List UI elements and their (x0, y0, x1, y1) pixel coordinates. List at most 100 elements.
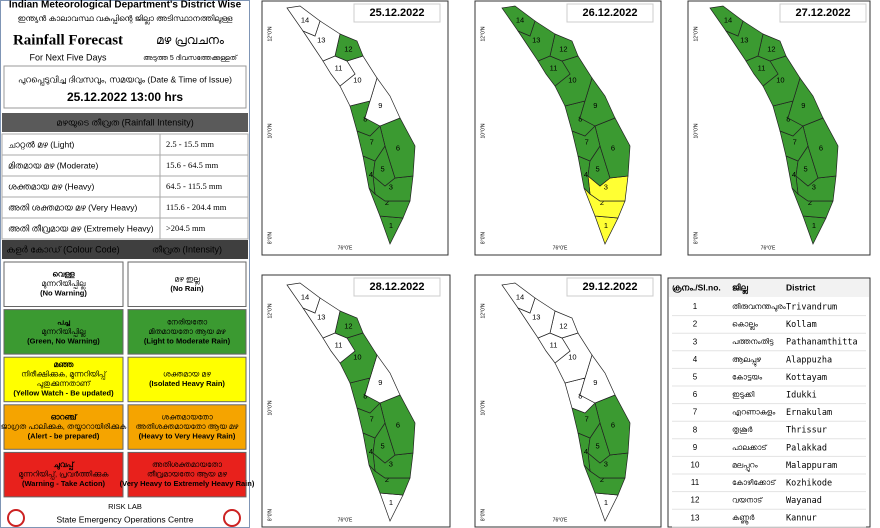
table-cell: 1 (693, 302, 698, 311)
colour-text: (Warning - Take Action) (22, 479, 106, 488)
colour-text: (Yellow Watch - Be updated) (13, 389, 114, 398)
lat-label: 8°0'N (267, 509, 273, 522)
lat-label: 8°0'N (693, 232, 699, 245)
table-cell: പാലക്കാട് (732, 443, 768, 452)
colour-cell (127, 356, 247, 403)
district-number: 2 (385, 198, 389, 207)
header-line: Indian Meteorological Department's Distr… (9, 0, 242, 11)
colour-text: ചുവപ്പ് (53, 460, 74, 470)
colour-text: ശക്തമായതോ (161, 413, 213, 422)
table-cell: 3 (693, 337, 698, 346)
intensity-name: അതി ശക്തമായ മഴ (Very Heavy) (8, 202, 137, 212)
district-number: 12 (344, 45, 352, 54)
district-number: 4 (369, 170, 373, 179)
intensity-name: അതി തീവ്രമായ മഴ (Extremely Heavy) (8, 223, 154, 233)
colour-text: അതിശക്തമായതോ (152, 460, 223, 469)
table-cell: ഇടുക്കി (732, 390, 755, 399)
district-number: 11 (550, 64, 558, 73)
lon-label: 76°0'E (553, 517, 568, 523)
lat-label: 8°0'N (480, 509, 486, 522)
district-number: 4 (584, 170, 588, 179)
table-cell: 11 (691, 478, 700, 487)
district-number: 3 (604, 182, 608, 191)
district-number: 5 (804, 164, 808, 173)
district-number: 10 (568, 75, 576, 84)
district-number: 14 (516, 292, 524, 301)
lat-label: 12°0'N (480, 26, 486, 41)
map-panel (474, 274, 662, 528)
colour-heading-bar (2, 240, 248, 259)
intensity-range: 15.6 - 64.5 mm (166, 160, 219, 170)
lat-label: 10°0'N (693, 123, 699, 138)
table-cell: 2 (693, 320, 698, 329)
colour-cell (127, 451, 247, 498)
district-number: 1 (604, 498, 608, 507)
district-number: 14 (516, 15, 524, 24)
colour-text: പച്ച (57, 317, 70, 327)
date-box (779, 3, 867, 23)
table-cell: 12 (691, 496, 700, 505)
table-cell: Trivandrum (786, 303, 837, 313)
date-box (566, 277, 654, 297)
district-number: 10 (776, 75, 784, 84)
colour-cell (127, 404, 247, 450)
district-number: 7 (370, 138, 374, 147)
district-number: 8 (578, 392, 582, 401)
lat-label: 10°0'N (267, 123, 273, 138)
lon-label: 76°0'E (761, 245, 776, 251)
district-number: 3 (389, 182, 393, 191)
map-date: 27.12.2022 (795, 7, 850, 19)
district-number: 13 (317, 313, 325, 322)
table-cell: 6 (693, 390, 698, 399)
map-date: 28.12.2022 (369, 281, 424, 293)
district-number: 6 (396, 420, 400, 429)
table-cell: കൊല്ലം (732, 320, 759, 330)
table-cell: വയനാട് (732, 496, 763, 505)
district-number: 12 (559, 322, 567, 331)
table-cell: 10 (691, 461, 700, 470)
table-cell: തിരുവനന്തപുരം (732, 302, 787, 311)
table-cell: 8 (693, 425, 698, 434)
lat-label: 12°0'N (480, 303, 486, 318)
table-frame (667, 277, 871, 528)
lat-label: 12°0'N (267, 303, 273, 318)
map-panel (261, 0, 449, 256)
colour-text: മുന്നറിയിപ്പ്, പ്രവർത്തിക്കുക (18, 470, 109, 479)
district-number: 5 (596, 164, 600, 173)
colour-text: നിരീക്ഷിക്കുക, മുന്നറിയിപ്പ് (21, 370, 107, 379)
colour-text: (Isolated Heavy Rain) (149, 379, 225, 388)
table-header-cell: ജില്ല (732, 281, 749, 294)
colour-text: മിതമായതോ ആയ മഴ (148, 327, 226, 336)
table-cell: കോട്ടയം (732, 372, 763, 381)
colour-cell (3, 356, 124, 403)
map-date: 26.12.2022 (582, 7, 637, 19)
intensity-heading-bar (2, 113, 248, 132)
intensity-range: >204.5 mm (166, 223, 206, 233)
table-cell: പത്തനംതിട്ട (732, 337, 774, 346)
intensity-range: 2.5 - 15.5 mm (166, 139, 214, 149)
district-number: 13 (532, 313, 540, 322)
colour-cell (127, 261, 247, 307)
district-number: 9 (378, 378, 382, 387)
emblem (7, 509, 25, 527)
district-number: 11 (758, 64, 766, 73)
district-number: 14 (724, 15, 732, 24)
district-number: 7 (585, 138, 589, 147)
district-number: 7 (585, 415, 589, 424)
district (709, 5, 744, 37)
district-number: 13 (740, 36, 748, 45)
district-number: 11 (335, 64, 343, 73)
issue-box (3, 65, 247, 109)
district-number: 4 (369, 447, 373, 456)
colour-text: (No Rain) (170, 284, 204, 293)
table-cell: കോഴിക്കോട് (732, 478, 777, 487)
lat-label: 10°0'N (480, 400, 486, 415)
colour-text: മഴ ഇല്ല (174, 274, 200, 284)
colour-cell (3, 451, 124, 498)
colour-text: പുതുക്കുന്നതാണ് (37, 379, 92, 388)
subtitle: For Next Five Days (29, 52, 107, 62)
lat-label: 12°0'N (693, 26, 699, 41)
date-box (353, 3, 441, 23)
table-cell: കണ്ണൂർ (732, 513, 755, 524)
intensity-row (1, 217, 249, 240)
